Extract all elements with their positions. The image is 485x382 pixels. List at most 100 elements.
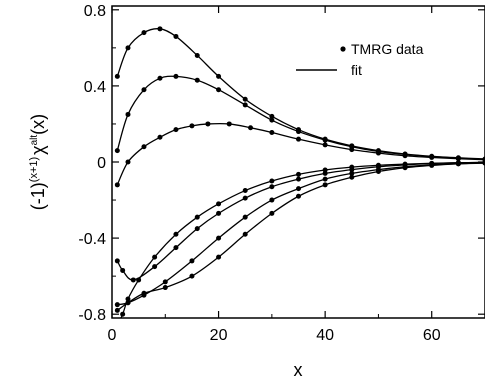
fit-line-6 bbox=[116, 162, 485, 311]
data-point bbox=[242, 231, 248, 237]
data-point bbox=[242, 102, 248, 108]
data-point bbox=[194, 77, 200, 83]
data-point bbox=[130, 277, 136, 283]
data-point bbox=[216, 254, 222, 260]
data-point bbox=[152, 254, 158, 260]
data-point bbox=[125, 296, 131, 302]
data-point bbox=[125, 300, 131, 306]
data-point bbox=[296, 193, 301, 199]
data-point bbox=[125, 45, 131, 51]
data-point bbox=[429, 154, 435, 160]
y-tick-label: -0.4 bbox=[78, 231, 106, 248]
legend: TMRG data fit bbox=[296, 41, 424, 78]
data-point bbox=[141, 87, 147, 93]
data-point bbox=[375, 150, 381, 156]
data-point bbox=[141, 30, 147, 36]
data-point bbox=[269, 184, 275, 190]
y-axis-title-exponent: (x+1) bbox=[28, 157, 40, 182]
data-point bbox=[173, 73, 179, 79]
data-point bbox=[173, 127, 179, 133]
y-axis-title-chi: χ bbox=[28, 145, 48, 155]
data-point bbox=[242, 214, 248, 220]
data-point bbox=[162, 279, 168, 285]
data-point bbox=[189, 258, 195, 264]
data-point bbox=[226, 121, 232, 127]
data-point bbox=[173, 245, 179, 251]
axis-ticks: 0 20 40 60 0.8 0.4 0 -0.4 -0.8 bbox=[78, 3, 485, 344]
data-point bbox=[189, 123, 195, 129]
y-tick-label: 0.8 bbox=[84, 3, 106, 20]
data-point bbox=[194, 52, 200, 58]
data-point bbox=[157, 26, 163, 32]
data-point bbox=[322, 182, 328, 188]
data-point bbox=[173, 33, 179, 39]
data-point bbox=[269, 210, 275, 216]
data-point bbox=[152, 264, 158, 270]
data-point bbox=[296, 136, 301, 142]
data-point bbox=[375, 169, 381, 175]
data-point bbox=[120, 311, 126, 317]
data-point bbox=[120, 267, 126, 273]
fit-lines bbox=[116, 28, 485, 318]
data-point bbox=[482, 159, 485, 165]
data-points bbox=[114, 26, 485, 317]
data-point bbox=[269, 197, 275, 203]
data-point bbox=[125, 111, 131, 117]
data-point bbox=[125, 159, 131, 165]
data-point bbox=[455, 160, 461, 166]
data-point bbox=[322, 176, 328, 182]
fit-line-2 bbox=[116, 75, 485, 160]
data-point bbox=[322, 142, 328, 148]
data-point bbox=[216, 210, 222, 216]
data-point bbox=[269, 130, 275, 136]
legend-label-fit: fit bbox=[351, 62, 362, 78]
data-point bbox=[194, 226, 200, 232]
data-point bbox=[269, 178, 275, 184]
y-axis-title-base: (-1) bbox=[28, 182, 48, 210]
y-axis-title-argument: (x) bbox=[28, 114, 48, 135]
data-point bbox=[136, 277, 142, 283]
data-point bbox=[349, 164, 355, 170]
data-point bbox=[296, 186, 301, 192]
data-point bbox=[248, 125, 254, 131]
fit-line-4 bbox=[116, 161, 485, 281]
data-point bbox=[402, 153, 408, 159]
y-axis-title-superscript: alt bbox=[29, 135, 40, 146]
data-point bbox=[114, 307, 120, 313]
x-tick-label: 60 bbox=[423, 327, 441, 344]
data-point bbox=[141, 144, 147, 150]
legend-label-tmrg-data: TMRG data bbox=[351, 41, 424, 57]
x-tick-label: 20 bbox=[210, 327, 228, 344]
data-point bbox=[402, 165, 408, 171]
data-point bbox=[114, 258, 120, 264]
fit-line-7 bbox=[120, 161, 485, 318]
y-tick-label: -0.8 bbox=[78, 307, 106, 324]
data-point bbox=[322, 167, 328, 173]
data-point bbox=[322, 137, 328, 143]
data-point bbox=[349, 174, 355, 180]
data-point bbox=[402, 161, 408, 167]
data-point bbox=[242, 195, 248, 201]
data-point bbox=[173, 231, 179, 237]
data-point bbox=[296, 176, 301, 182]
data-point bbox=[216, 87, 222, 93]
data-point bbox=[269, 117, 275, 123]
data-point bbox=[455, 156, 461, 162]
data-point bbox=[114, 148, 120, 154]
data-point bbox=[296, 171, 301, 177]
y-tick-label: 0.4 bbox=[84, 79, 106, 96]
data-point bbox=[114, 182, 120, 188]
data-point bbox=[269, 113, 275, 119]
data-point bbox=[216, 201, 222, 207]
y-axis-title: (-1)(x+1) χalt(x) bbox=[28, 114, 48, 210]
data-point bbox=[429, 160, 435, 166]
legend-dot-icon bbox=[340, 46, 346, 52]
data-point bbox=[114, 302, 120, 308]
data-point bbox=[242, 188, 248, 194]
plot-area bbox=[111, 5, 485, 319]
data-point bbox=[194, 214, 200, 220]
x-tick-label: 0 bbox=[108, 327, 117, 344]
data-point bbox=[205, 121, 211, 127]
x-tick-label: 40 bbox=[316, 327, 334, 344]
